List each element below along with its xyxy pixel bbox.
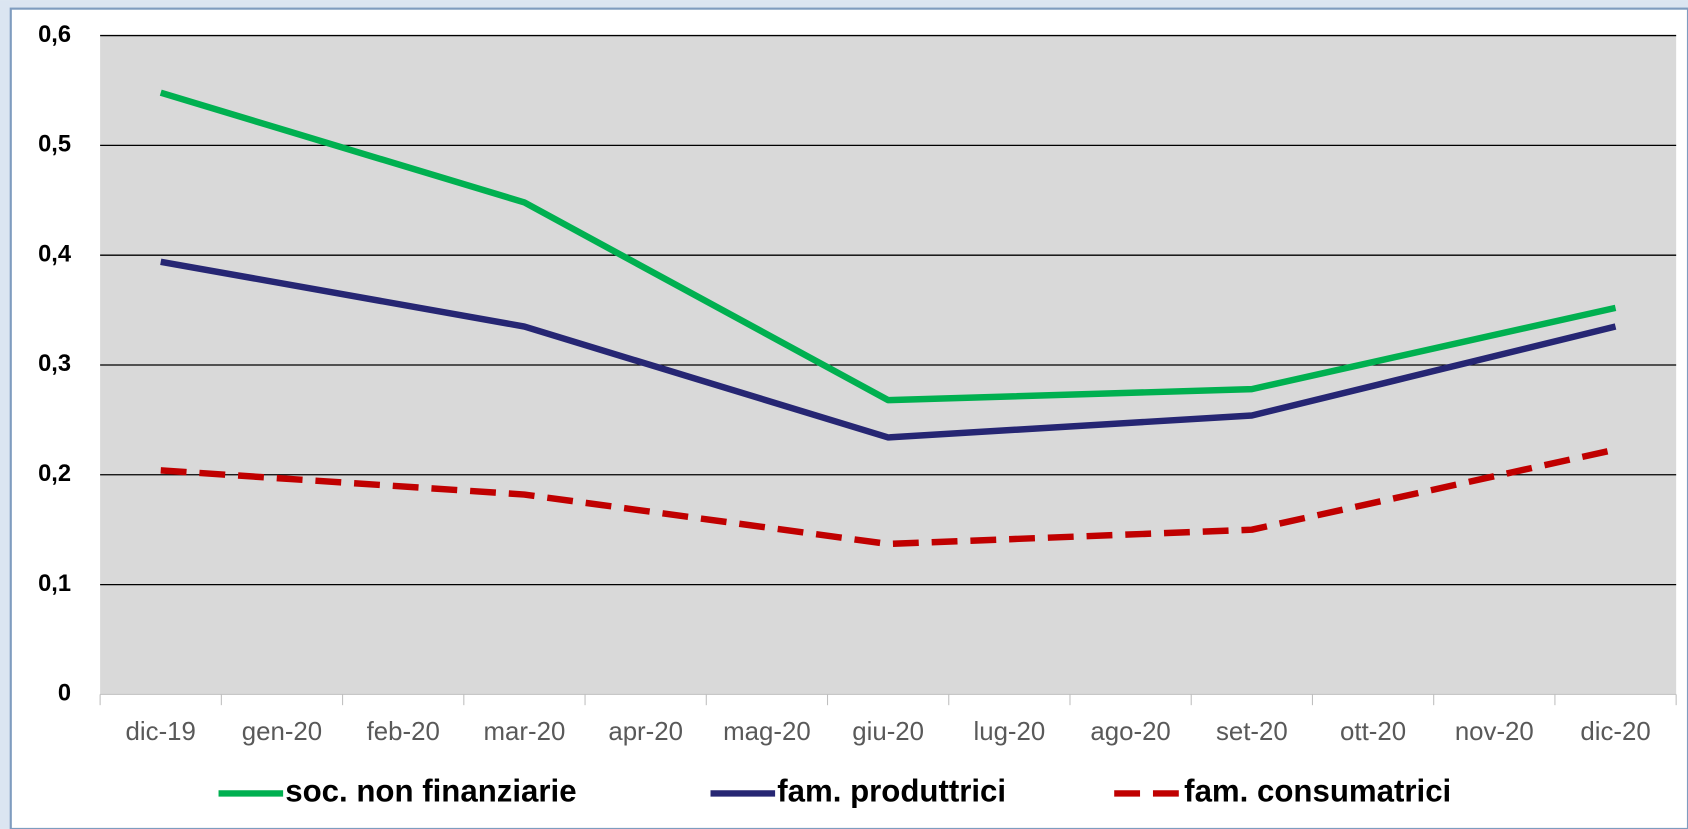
series-line [159,89,1617,404]
y-tick-label: 0,3 [38,351,71,377]
legend-label: fam. produttrici [777,774,1006,809]
x-tick-label: ago-20 [1090,718,1170,746]
x-tick-label: giu-20 [852,718,924,746]
x-tick-label: set-20 [1216,718,1288,746]
legend-label: soc. non finanziarie [285,774,576,809]
series-line [160,446,1617,548]
legend-label: fam. consumatrici [1184,774,1451,809]
y-tick-label: 0,4 [38,241,72,267]
y-tick-label: 0,2 [38,461,71,487]
y-tick-label: 0 [58,681,71,707]
x-tick-label: dic-19 [126,718,196,746]
x-tick-label: mar-20 [484,718,566,746]
x-tick-label: ott-20 [1340,718,1406,746]
x-tick-label: nov-20 [1455,718,1534,746]
y-tick-label: 0,6 [38,22,71,48]
x-tick-label: feb-20 [367,718,440,746]
x-tick-label: apr-20 [608,718,683,746]
x-tick-label: lug-20 [973,718,1045,746]
y-tick-label: 0,1 [38,571,71,597]
x-tick-label: gen-20 [242,718,322,746]
x-tick-label: dic-20 [1580,718,1650,746]
series-line [160,258,1617,441]
x-tick-label: mag-20 [723,718,811,746]
y-tick-label: 0,5 [38,132,71,158]
